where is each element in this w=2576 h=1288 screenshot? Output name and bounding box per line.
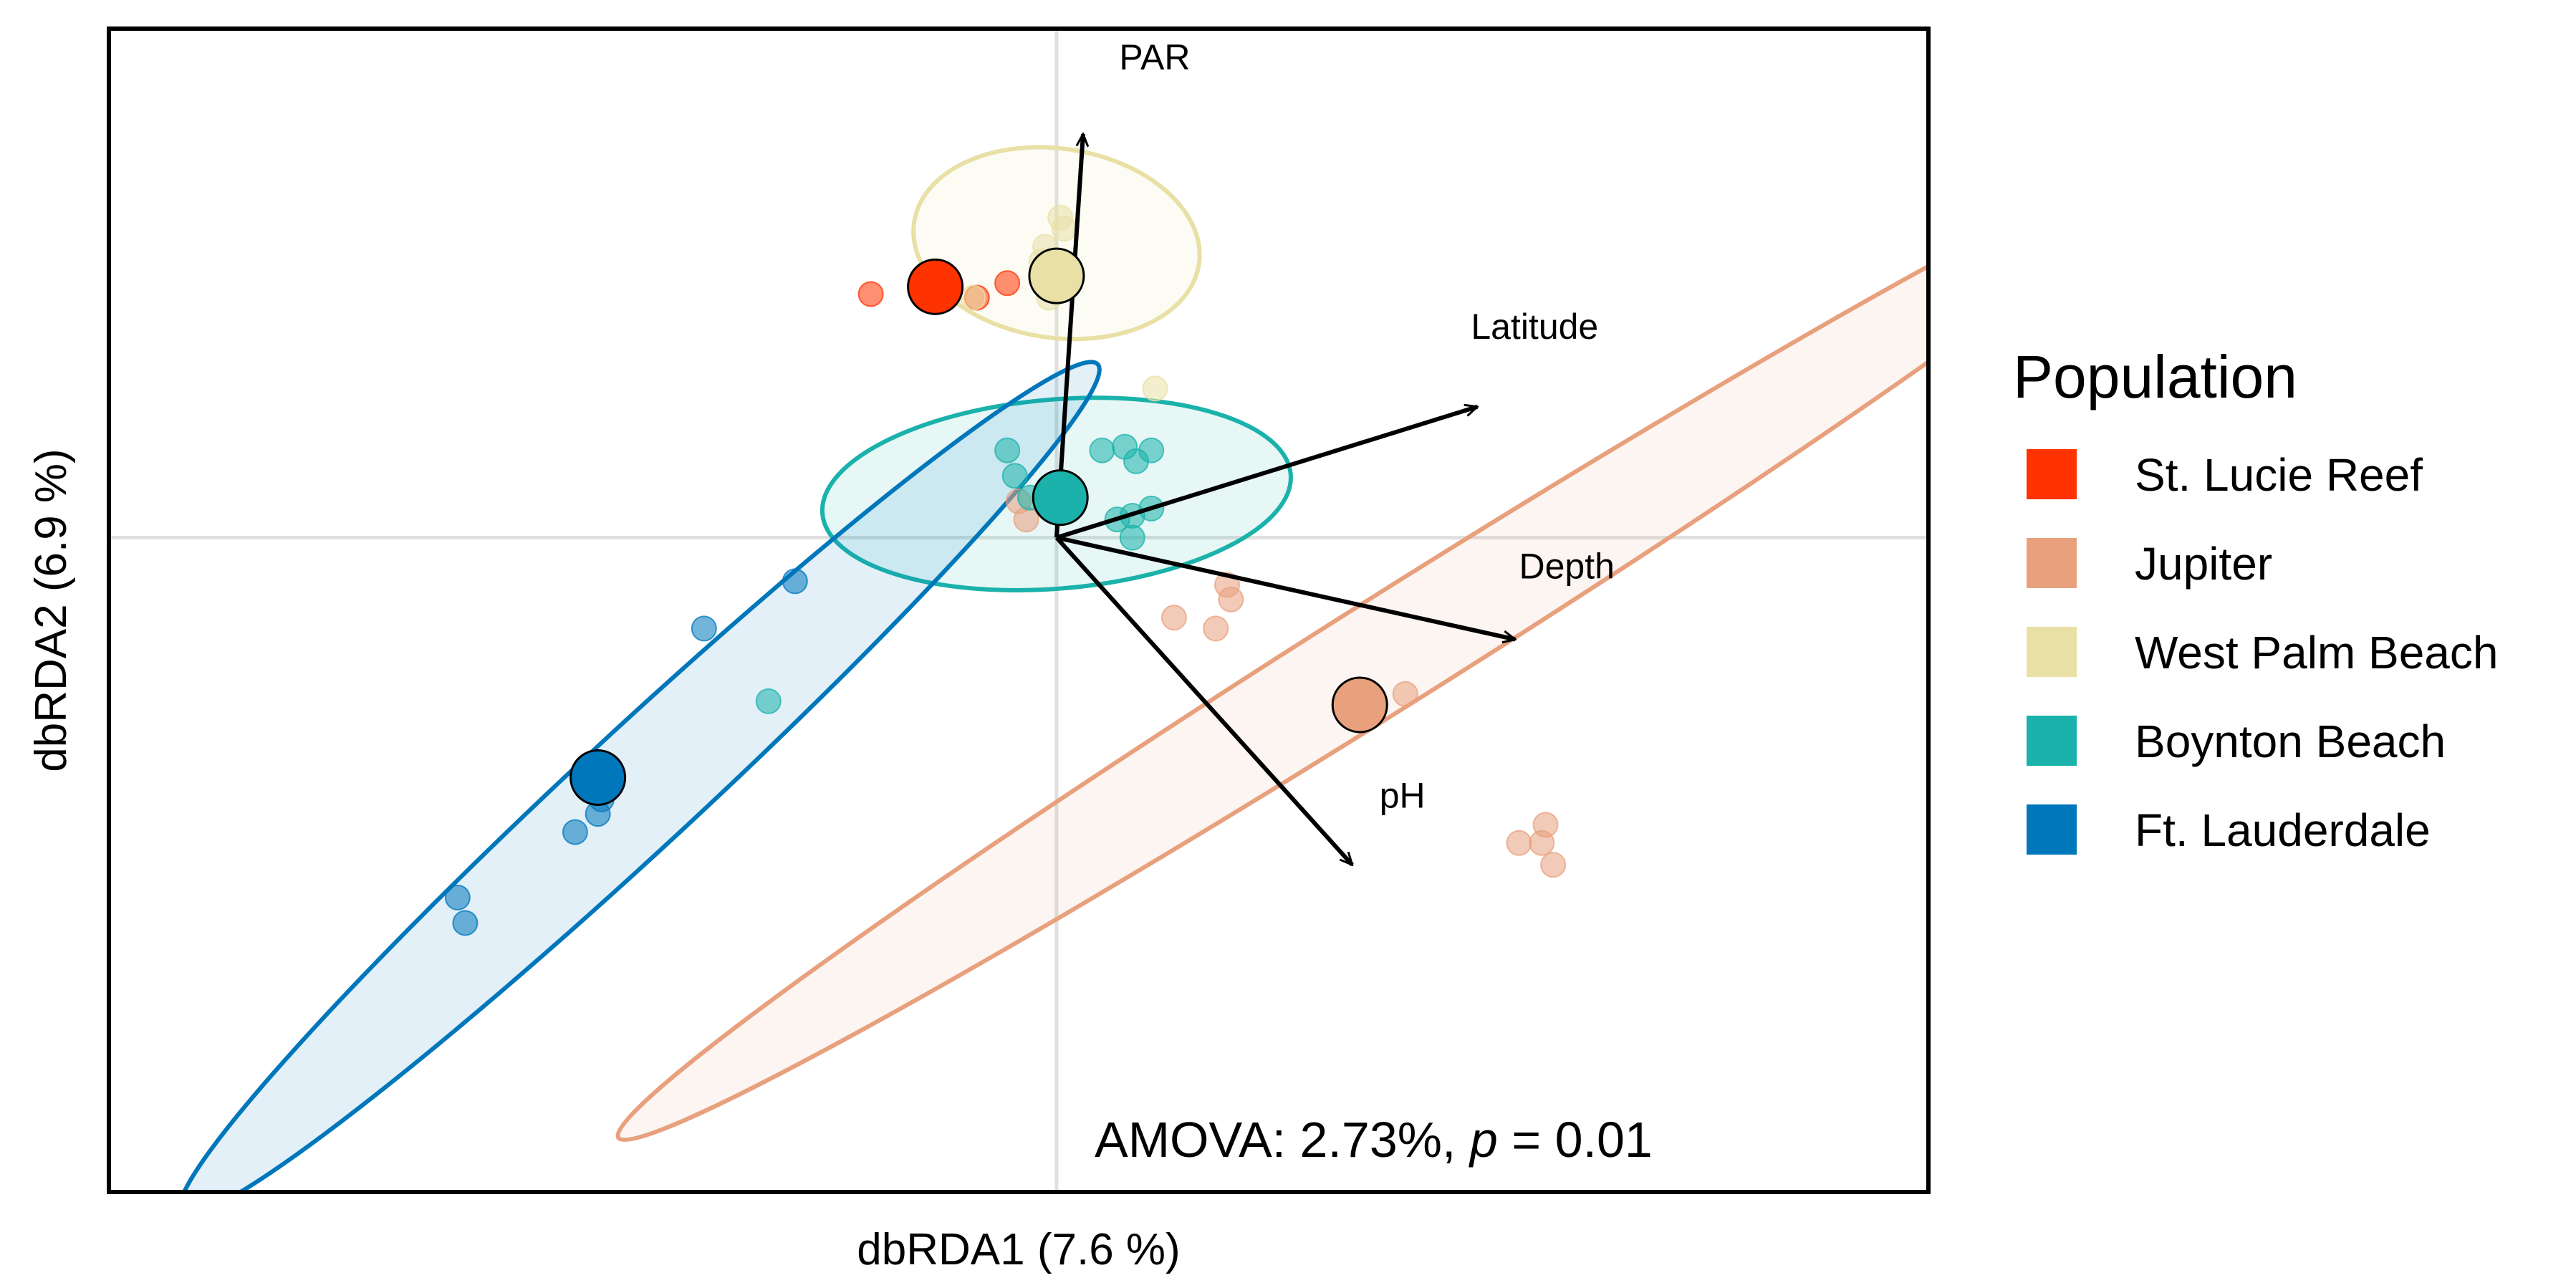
point-jupiter bbox=[1392, 681, 1418, 707]
y-axis-label: dbRDA2 (6.9 %) bbox=[27, 448, 76, 772]
point-jupiter bbox=[1506, 830, 1532, 856]
point-boynton-beach bbox=[1089, 437, 1115, 463]
amova-p-italic: p bbox=[1469, 1112, 1498, 1168]
point-jupiter bbox=[1160, 605, 1187, 631]
point-jupiter bbox=[1203, 615, 1229, 642]
plot-border bbox=[107, 27, 1931, 1194]
legend-label-st-lucie-reef: St. Lucie Reef bbox=[2135, 449, 2423, 501]
vector-label-latitude: Latitude bbox=[1471, 307, 1598, 347]
point-boynton-beach bbox=[1138, 437, 1165, 463]
legend-label-jupiter: Jupiter bbox=[2135, 538, 2272, 590]
legend: Population St. Lucie Reef Jupiter West Pal… bbox=[2013, 343, 2498, 856]
ellipse-ft-lauderdale bbox=[177, 360, 1102, 1192]
vector-label-depth: Depth bbox=[1519, 547, 1614, 587]
legend-swatch-west-palm-beach bbox=[2027, 627, 2077, 677]
centroid-boynton-beach bbox=[1032, 469, 1089, 527]
legend-title: Population bbox=[2013, 343, 2297, 410]
vector-label-ph: pH bbox=[1380, 775, 1426, 815]
point-boynton-beach bbox=[994, 437, 1021, 463]
point-st-lucie-reef bbox=[994, 270, 1021, 297]
legend-swatch-st-lucie-reef bbox=[2027, 449, 2077, 499]
point-jupiter bbox=[1540, 852, 1567, 878]
point-ft-lauderdale bbox=[691, 615, 717, 642]
amova-annotation: AMOVA: 2.73%, p = 0.01 bbox=[1095, 1112, 1653, 1168]
plot-area bbox=[177, 109, 1928, 1192]
centroid-jupiter bbox=[1331, 676, 1388, 734]
vector-label-par: PAR bbox=[1119, 37, 1190, 77]
point-ft-lauderdale bbox=[452, 910, 479, 936]
point-jupiter bbox=[1529, 830, 1555, 856]
point-boynton-beach bbox=[1119, 524, 1145, 551]
centroid-west-palm-beach bbox=[1028, 247, 1085, 304]
amova-suffix: = 0.01 bbox=[1498, 1112, 1653, 1168]
amova-prefix: AMOVA: 2.73%, bbox=[1095, 1112, 1470, 1168]
legend-swatch-boynton-beach bbox=[2027, 716, 2077, 766]
point-jupiter bbox=[1013, 506, 1039, 533]
legend-swatch-jupiter bbox=[2027, 538, 2077, 588]
point-ft-lauderdale bbox=[444, 884, 471, 910]
legend-label-boynton-beach: Boynton Beach bbox=[2135, 716, 2446, 767]
vector-arrow-depth bbox=[1056, 535, 1515, 640]
centroid-ft-lauderdale bbox=[569, 749, 627, 806]
centroid-st-lucie-reef bbox=[907, 258, 964, 315]
point-west-palm-beach bbox=[1142, 375, 1168, 402]
point-st-lucie-reef bbox=[857, 281, 884, 307]
legend-label-ft-lauderdale: Ft. Lauderdale bbox=[2135, 804, 2431, 856]
point-west-palm-beach bbox=[1047, 204, 1074, 231]
point-west-palm-beach bbox=[960, 284, 986, 311]
legend-swatch-ft-lauderdale bbox=[2027, 804, 2077, 855]
vector-arrow-latitude bbox=[1056, 407, 1477, 540]
legend-label-west-palm-beach: West Palm Beach bbox=[2135, 627, 2498, 678]
vector-arrow-ph bbox=[1054, 536, 1352, 865]
point-boynton-beach bbox=[755, 688, 782, 714]
ellipse-jupiter bbox=[615, 151, 1928, 1143]
point-ft-lauderdale bbox=[562, 819, 588, 845]
point-boynton-beach bbox=[1001, 463, 1028, 489]
point-ft-lauderdale bbox=[782, 568, 808, 595]
x-axis-label: dbRDA1 (7.6 %) bbox=[857, 1225, 1180, 1274]
point-jupiter bbox=[1218, 586, 1244, 612]
